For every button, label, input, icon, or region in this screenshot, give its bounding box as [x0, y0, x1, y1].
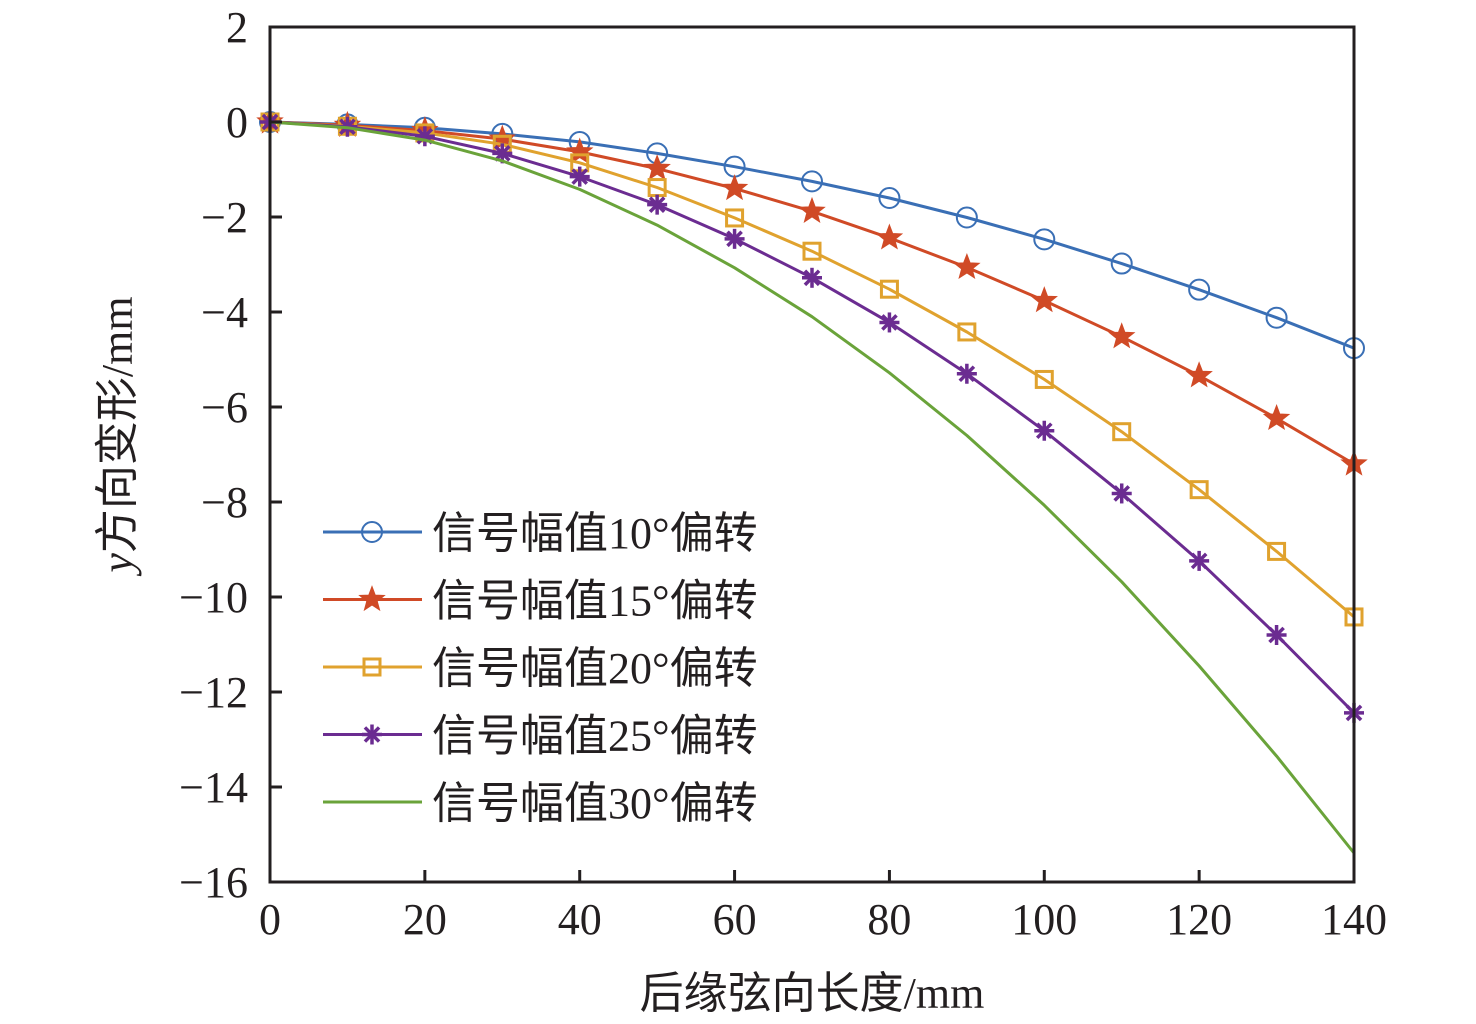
legend: 信号幅值10°偏转信号幅值15°偏转信号幅值20°偏转信号幅值25°偏转信号幅值…: [323, 509, 758, 828]
data-point: [1033, 228, 1056, 251]
data-point: [725, 208, 745, 228]
data-point: [414, 126, 435, 147]
x-tick-label: 100: [1011, 895, 1077, 944]
data-point: [879, 312, 900, 333]
legend-label: 信号幅值15°偏转: [432, 577, 758, 626]
data-point: [1188, 278, 1211, 301]
data-point: [1112, 422, 1132, 442]
data-point: [723, 155, 746, 178]
series-line: [269, 120, 1356, 854]
x-tick-label: 80: [867, 895, 911, 944]
y-tick-label: 2: [226, 3, 248, 52]
y-axis-title-rest: 方向变形/mm: [93, 296, 142, 553]
data-point: [566, 137, 594, 164]
legend-label: 信号幅值10°偏转: [432, 509, 758, 558]
series-4: [260, 112, 1364, 723]
y-tick-label: −6: [201, 383, 248, 432]
data-point: [569, 166, 590, 187]
series-layer: [256, 107, 1368, 854]
data-point: [643, 154, 671, 181]
plot-frame: [268, 25, 1356, 884]
x-axis-title: 后缘弦向长度/mm: [640, 969, 985, 1018]
y-tick-label: −14: [179, 763, 248, 812]
data-point: [1034, 420, 1055, 441]
data-point: [1266, 625, 1287, 645]
legend-label: 信号幅值20°偏转: [432, 644, 758, 693]
legend-marker: [362, 724, 382, 745]
data-point: [801, 170, 823, 193]
data-point: [647, 194, 668, 215]
data-point: [875, 223, 904, 250]
series-1: [259, 111, 1365, 360]
y-tick-label: 0: [226, 98, 248, 147]
data-point: [1030, 286, 1058, 313]
data-point: [1267, 541, 1287, 561]
data-point: [955, 206, 978, 229]
data-point: [957, 322, 977, 342]
data-point: [1108, 322, 1136, 349]
data-point: [878, 187, 901, 209]
data-point: [1034, 369, 1054, 389]
data-point: [802, 241, 822, 261]
data-point: [720, 174, 749, 201]
series-5: [269, 120, 1356, 854]
data-point: [879, 279, 899, 299]
x-tick-label: 20: [403, 895, 447, 944]
series-line: [269, 120, 1355, 350]
legend-marker: [358, 585, 386, 612]
legend-item: 信号幅值25°偏转: [323, 712, 758, 761]
y-tick-label: −12: [179, 668, 248, 717]
series-line: [269, 120, 1355, 619]
data-point: [802, 267, 822, 288]
y-axis-title-italic: y: [93, 553, 142, 577]
data-point: [1189, 550, 1210, 571]
data-point: [724, 228, 745, 249]
y-tick-label: −16: [179, 858, 248, 907]
legend-item: 信号幅值20°偏转: [323, 644, 758, 693]
legend-item: 信号幅值30°偏转: [323, 779, 758, 828]
data-point: [492, 143, 513, 164]
y-tick-label: −2: [201, 193, 248, 242]
legend-item: 信号幅值10°偏转: [323, 509, 758, 558]
legend-item: 信号幅值15°偏转: [323, 577, 758, 626]
x-tick-label: 0: [259, 895, 281, 944]
data-point: [1111, 483, 1132, 504]
data-point: [953, 252, 981, 280]
data-point: [1110, 252, 1133, 275]
legend-marker: [361, 521, 383, 543]
y-tick-label: −10: [179, 573, 248, 622]
x-tick-label: 60: [713, 895, 757, 944]
legend-label: 信号幅值25°偏转: [432, 712, 758, 761]
y-tick-label: −4: [201, 288, 248, 337]
data-point: [798, 196, 826, 223]
data-point: [1189, 480, 1209, 500]
data-point: [1262, 403, 1291, 431]
legend-marker: [362, 657, 382, 677]
x-tick-label: 120: [1166, 895, 1232, 944]
legend-label: 信号幅值30°偏转: [432, 779, 758, 828]
data-point: [956, 363, 977, 384]
y-tick-label: −8: [201, 478, 248, 527]
y-axis-title: y方向变形/mm: [93, 296, 142, 576]
data-point: [1185, 361, 1213, 388]
x-tick-label: 140: [1321, 895, 1387, 944]
data-point: [1265, 306, 1288, 329]
x-tick-label: 40: [558, 895, 602, 944]
